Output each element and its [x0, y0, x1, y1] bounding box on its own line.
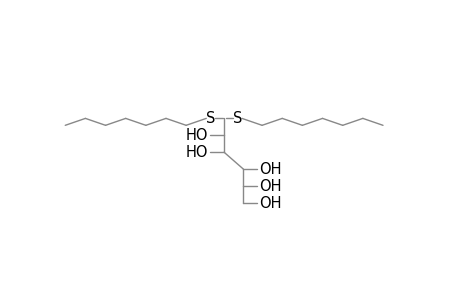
Text: HO: HO [186, 145, 208, 160]
Text: OH: OH [258, 196, 281, 211]
Text: OH: OH [258, 178, 281, 194]
Text: OH: OH [258, 162, 281, 177]
Text: S: S [232, 111, 241, 126]
Text: HO: HO [186, 128, 208, 143]
Text: S: S [206, 111, 215, 126]
